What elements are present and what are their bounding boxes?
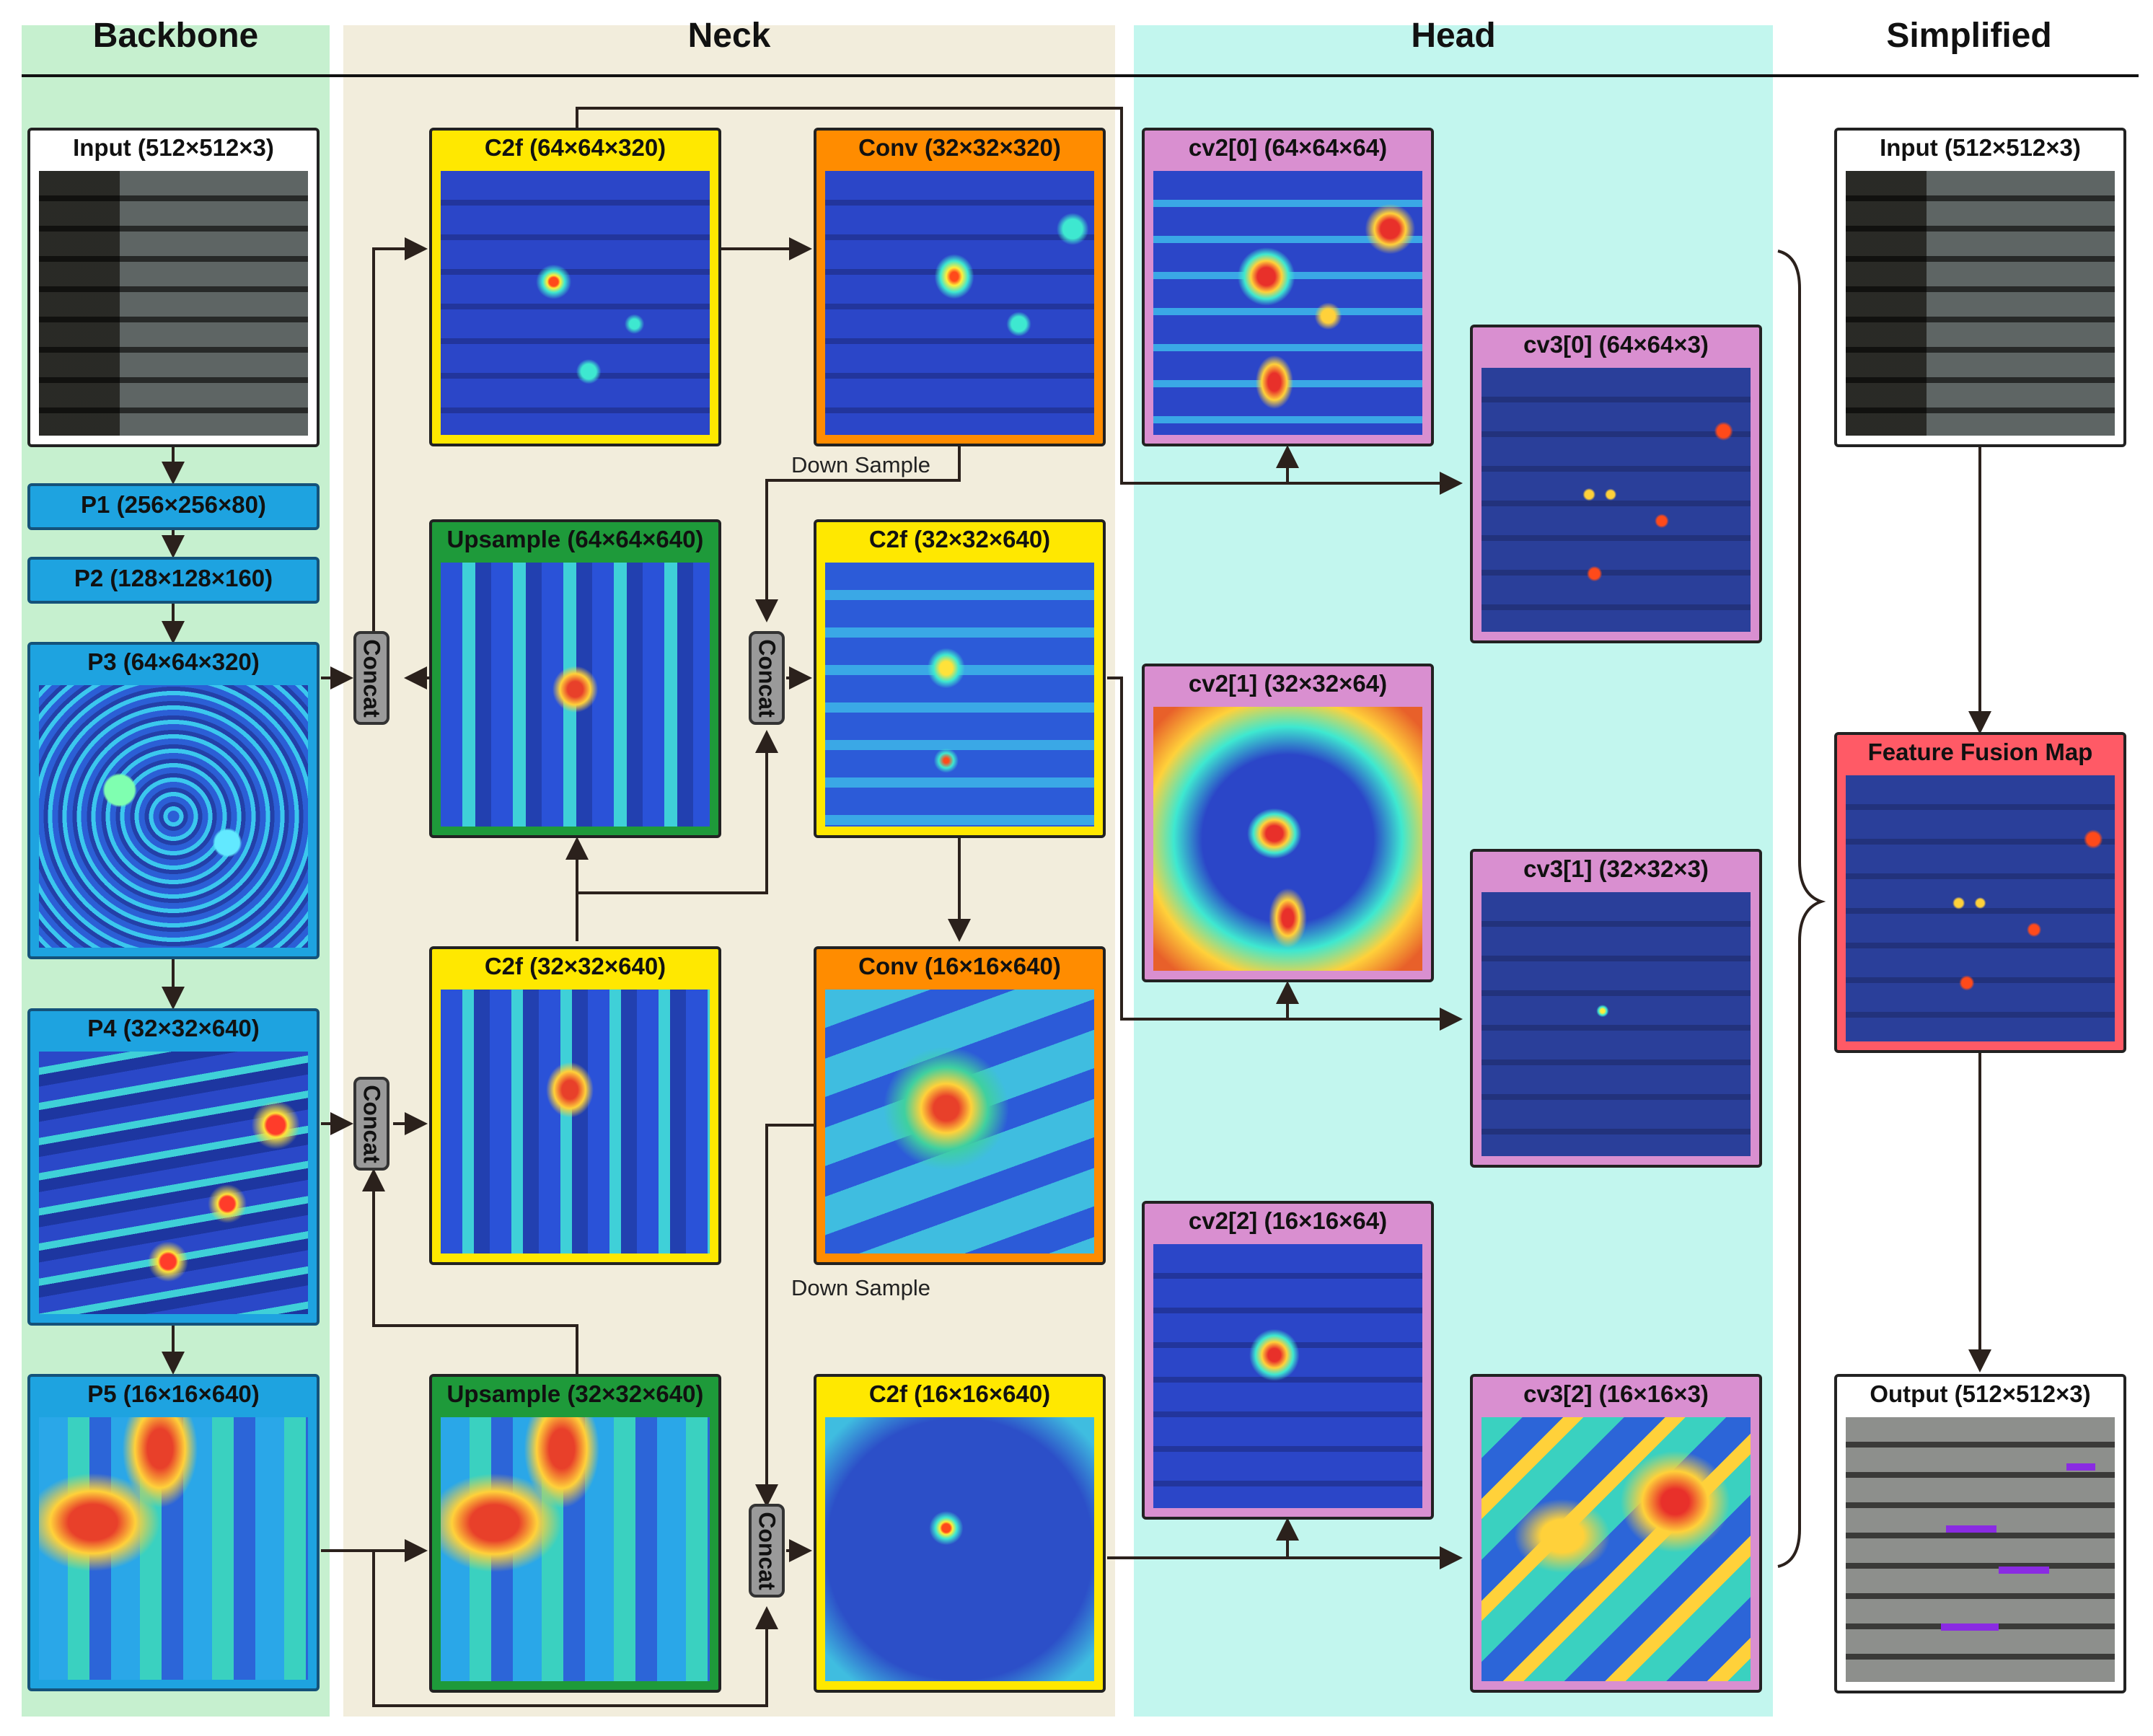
neck-upsample-32-card: Upsample (32×32×640) bbox=[429, 1374, 721, 1693]
input-image bbox=[39, 171, 308, 436]
arrow-conva-concat2 bbox=[755, 446, 961, 622]
head-title: Head bbox=[1411, 17, 1496, 55]
head-cv3-0-label: cv3[0] (64×64×3) bbox=[1523, 331, 1709, 358]
c2f-32b-feature-map bbox=[825, 563, 1094, 827]
p3-label: P3 (64×64×320) bbox=[87, 648, 260, 675]
cv2-2-feature-map bbox=[1153, 1244, 1422, 1508]
head-cv3-2-label: cv3[2] (16×16×3) bbox=[1523, 1380, 1709, 1407]
backbone-title: Backbone bbox=[92, 17, 259, 55]
head-cv3-1-card: cv3[1] (32×32×3) bbox=[1470, 849, 1762, 1168]
neck-upsample-32-label: Upsample (32×32×640) bbox=[446, 1380, 704, 1407]
neck-c2f-64-card: C2f (64×64×320) bbox=[429, 128, 721, 446]
arrow-c2fa-cv3-0 bbox=[576, 107, 1463, 495]
upsample-64-feature-map bbox=[441, 563, 710, 827]
p3-card: P3 (64×64×320) bbox=[27, 642, 320, 959]
simplified-input-card: Input (512×512×3) bbox=[1834, 128, 2126, 447]
arrow-p5-concat4 bbox=[372, 1551, 778, 1707]
p4-card: P4 (32×32×640) bbox=[27, 1008, 320, 1326]
upsample-32-feature-map bbox=[441, 1417, 710, 1681]
neck-upsample-64-card: Upsample (64×64×640) bbox=[429, 519, 721, 838]
cv3-2-feature-map bbox=[1481, 1417, 1751, 1681]
neck-conv-16-label: Conv (16×16×640) bbox=[858, 953, 1061, 979]
neck-c2f-32c-label: C2f (32×32×640) bbox=[484, 953, 666, 979]
head-cv3-2-card: cv3[2] (16×16×3) bbox=[1470, 1374, 1762, 1693]
cv3-1-feature-map bbox=[1481, 892, 1751, 1156]
p1-block: P1 (256×256×80) bbox=[27, 483, 320, 530]
neck-c2f-32b-label: C2f (32×32×640) bbox=[868, 526, 1051, 552]
head-cv2-2-label: cv2[2] (16×16×64) bbox=[1188, 1207, 1388, 1234]
backbone-input-label: Input (512×512×3) bbox=[73, 134, 274, 161]
head-cv2-0-label: cv2[0] (64×64×64) bbox=[1188, 134, 1388, 161]
head-cv3-0-card: cv3[0] (64×64×3) bbox=[1470, 325, 1762, 643]
concat-1-label: Concat bbox=[358, 638, 385, 718]
arrow-c2fb-cv3-1 bbox=[1107, 677, 1463, 1031]
p5-card: P5 (16×16×640) bbox=[27, 1374, 320, 1691]
arrow-upsampleb-concat3 bbox=[362, 1168, 578, 1375]
p4-label: P4 (32×32×640) bbox=[87, 1015, 260, 1041]
head-brace bbox=[1777, 250, 1826, 1568]
c2f-64-feature-map bbox=[441, 171, 710, 435]
concat-3-label: Concat bbox=[358, 1084, 385, 1163]
feature-fusion-label: Feature Fusion Map bbox=[1867, 739, 2093, 765]
neck-c2f-64-label: C2f (64×64×320) bbox=[484, 134, 666, 161]
head-cv2-2-card: cv2[2] (16×16×64) bbox=[1142, 1201, 1434, 1520]
concat-3: Concat bbox=[353, 1077, 389, 1171]
p2-block: P2 (128×128×160) bbox=[27, 557, 320, 604]
header-divider bbox=[22, 74, 2139, 77]
concat-2: Concat bbox=[749, 631, 785, 725]
neck-c2f-16-label: C2f (16×16×640) bbox=[868, 1380, 1051, 1407]
simplified-output-label: Output (512×512×3) bbox=[1870, 1380, 2091, 1407]
p5-label: P5 (16×16×640) bbox=[87, 1380, 260, 1407]
conv-16-feature-map bbox=[825, 990, 1094, 1253]
neck-conv-16-card: Conv (16×16×640) bbox=[814, 946, 1106, 1265]
output-image bbox=[1846, 1417, 2115, 1682]
down-sample-note-1: Down Sample bbox=[791, 452, 930, 477]
simplified-output-card: Output (512×512×3) bbox=[1834, 1374, 2126, 1693]
head-cv2-1-card: cv2[1] (32×32×64) bbox=[1142, 664, 1434, 982]
cv2-1-feature-map bbox=[1153, 707, 1422, 971]
neck-c2f-32b-card: C2f (32×32×640) bbox=[814, 519, 1106, 838]
simplified-input-image bbox=[1846, 171, 2115, 436]
cv2-0-feature-map bbox=[1153, 171, 1422, 435]
down-sample-note-2: Down Sample bbox=[791, 1275, 930, 1300]
arrow-concat1-c2fa bbox=[372, 237, 428, 631]
head-cv3-1-label: cv3[1] (32×32×3) bbox=[1523, 855, 1709, 882]
c2f-32c-feature-map bbox=[441, 990, 710, 1253]
neck-c2f-32c-card: C2f (32×32×640) bbox=[429, 946, 721, 1265]
neck-conv-32-label: Conv (32×32×320) bbox=[858, 134, 1061, 161]
concat-2-label: Concat bbox=[754, 638, 780, 718]
simplified-input-label: Input (512×512×3) bbox=[1880, 134, 2081, 161]
head-cv2-1-label: cv2[1] (32×32×64) bbox=[1188, 670, 1388, 697]
p3-feature-map bbox=[39, 685, 308, 948]
p5-feature-map bbox=[39, 1417, 308, 1680]
concat-4-label: Concat bbox=[754, 1511, 780, 1590]
neck-title: Neck bbox=[687, 17, 771, 55]
concat-1: Concat bbox=[353, 631, 389, 725]
neck-upsample-64-label: Upsample (64×64×640) bbox=[446, 526, 704, 552]
p4-feature-map bbox=[39, 1052, 308, 1314]
concat-4: Concat bbox=[749, 1504, 785, 1598]
c2f-16-feature-map bbox=[825, 1417, 1094, 1681]
simplified-title: Simplified bbox=[1886, 17, 2052, 55]
feature-fusion-card: Feature Fusion Map bbox=[1834, 732, 2126, 1053]
feature-fusion-map bbox=[1846, 775, 2115, 1041]
arrow-c2fc-concat2 bbox=[577, 730, 778, 894]
backbone-input-card: Input (512×512×3) bbox=[27, 128, 320, 447]
neck-conv-32-card: Conv (32×32×320) bbox=[814, 128, 1106, 446]
neck-c2f-16-card: C2f (16×16×640) bbox=[814, 1374, 1106, 1693]
head-cv2-0-card: cv2[0] (64×64×64) bbox=[1142, 128, 1434, 446]
arrow-convb-concat4 bbox=[755, 1124, 815, 1507]
conv-32-feature-map bbox=[825, 171, 1094, 435]
cv3-0-feature-map bbox=[1481, 368, 1751, 632]
